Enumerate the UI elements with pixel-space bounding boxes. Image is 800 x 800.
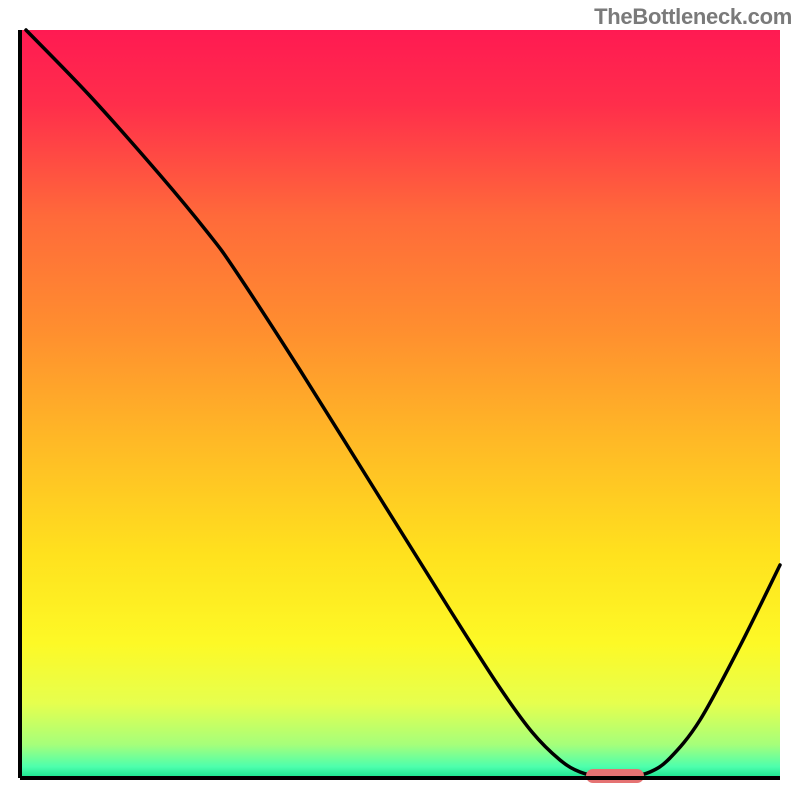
chart-container: TheBottleneck.com xyxy=(0,0,800,800)
watermark-text: TheBottleneck.com xyxy=(594,4,792,30)
bottleneck-chart xyxy=(0,0,800,800)
plot-background xyxy=(20,30,780,778)
